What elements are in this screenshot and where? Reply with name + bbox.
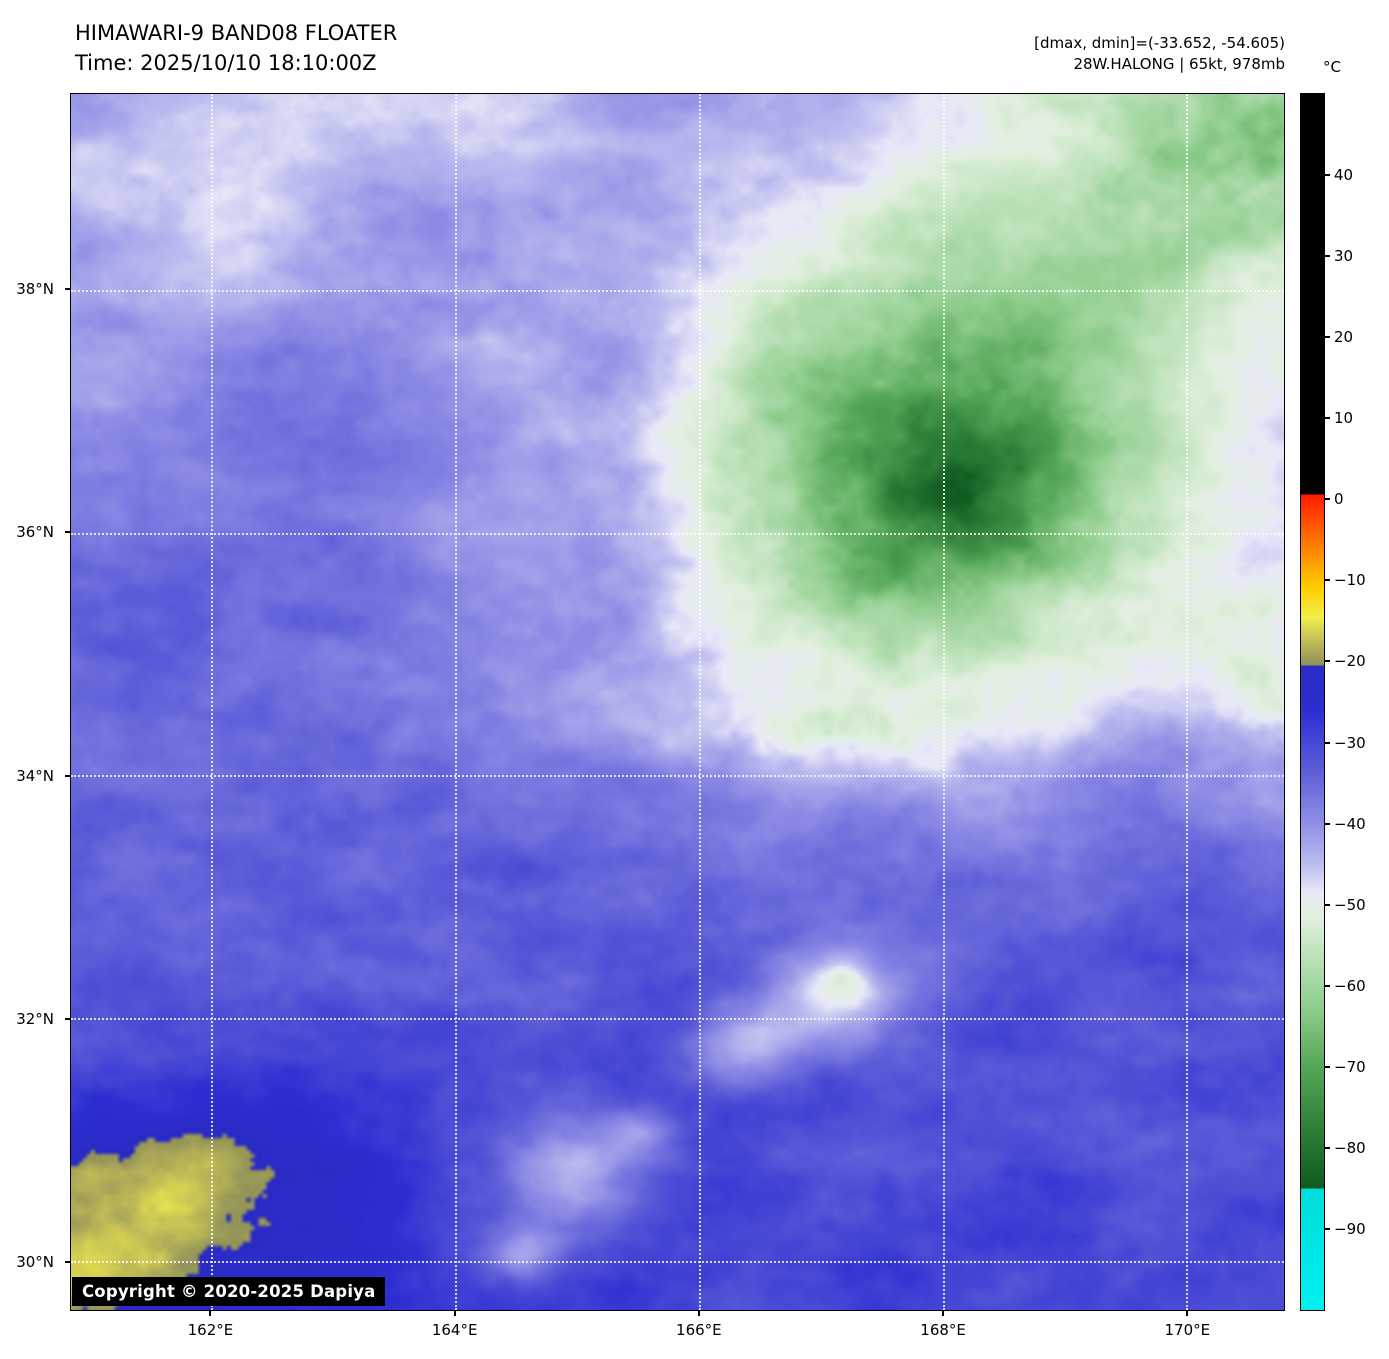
satellite-image-canvas: [71, 94, 1284, 1310]
x-tick-label: 170°E: [1164, 1321, 1211, 1339]
colorbar-tick: [1324, 1146, 1330, 1149]
colorbar-unit-label: °C: [1323, 58, 1341, 76]
colorbar-tick-label: −80: [1334, 1138, 1366, 1157]
colorbar-tick: [1324, 984, 1330, 987]
colorbar-tick-label: −90: [1334, 1219, 1366, 1238]
x-tick: [453, 1311, 456, 1316]
colorbar-tick: [1324, 741, 1330, 744]
y-tick-label: 34°N: [16, 766, 54, 785]
colorbar-tick-label: −10: [1334, 571, 1366, 590]
colorbar: 40 30 20 10 0 −10 −20 −30 −40 −50 −60 −70 −80 −90: [1300, 93, 1366, 1311]
y-tick: [65, 1017, 70, 1020]
y-tick-label: 32°N: [16, 1009, 54, 1028]
colorbar-tick: [1324, 1227, 1330, 1230]
colorbar-tick-label: −60: [1334, 976, 1366, 995]
x-tick: [209, 1311, 212, 1316]
colorbar-tick-label: 10: [1334, 409, 1354, 428]
colorbar-tick-label: 20: [1334, 328, 1354, 347]
colorbar-tick-label: −20: [1334, 652, 1366, 671]
colorbar-tick-label: −70: [1334, 1057, 1366, 1076]
colorbar-tick: [1324, 255, 1330, 258]
colorbar-tick-label: −30: [1334, 733, 1366, 752]
colorbar-tick: [1324, 174, 1330, 177]
map-plot: Copyright © 2020-2025 Dapiya: [70, 93, 1285, 1311]
x-tick-label: 162°E: [187, 1321, 234, 1339]
colorbar-tick: [1324, 822, 1330, 825]
colorbar-tick: [1324, 903, 1330, 906]
x-axis: 162°E 164°E 166°E 168°E 170°E: [0, 1311, 1389, 1356]
y-tick: [65, 1261, 70, 1264]
y-tick: [65, 774, 70, 777]
y-tick-label: 38°N: [16, 279, 54, 298]
colorbar-tick: [1324, 579, 1330, 582]
y-tick-label: 36°N: [16, 523, 54, 542]
x-tick: [1186, 1311, 1189, 1316]
figure-header: HIMAWARI-9 BAND08 FLOATER Time: 2025/10/…: [75, 18, 397, 78]
y-tick-label: 30°N: [16, 1253, 54, 1272]
figure-header-right: [dmax, dmin]=(-33.652, -54.605) 28W.HALO…: [1034, 33, 1285, 75]
y-axis: 38°N 36°N 34°N 32°N 30°N: [0, 93, 64, 1311]
colorbar-tick: [1324, 660, 1330, 663]
x-tick-label: 166°E: [676, 1321, 722, 1339]
x-tick: [942, 1311, 945, 1316]
colorbar-tick: [1324, 336, 1330, 339]
y-tick: [65, 531, 70, 534]
colorbar-tick-label: 0: [1334, 490, 1344, 509]
copyright-badge: Copyright © 2020-2025 Dapiya: [72, 1277, 386, 1306]
colorbar-tick: [1324, 498, 1330, 501]
colorbar-tick-label: −40: [1334, 814, 1366, 833]
figure-time: Time: 2025/10/10 18:10:00Z: [75, 51, 377, 75]
colorbar-tick-label: 40: [1334, 166, 1354, 185]
x-tick-label: 164°E: [431, 1321, 478, 1339]
colorbar-tick-label: 30: [1334, 247, 1354, 266]
range-info: [dmax, dmin]=(-33.652, -54.605): [1034, 34, 1285, 52]
x-tick-label: 168°E: [920, 1321, 966, 1339]
colorbar-tick-label: −50: [1334, 895, 1366, 914]
colorbar-tick: [1324, 417, 1330, 420]
x-tick: [697, 1311, 700, 1316]
figure-title: HIMAWARI-9 BAND08 FLOATER: [75, 21, 398, 45]
colorbar-tick: [1324, 1065, 1330, 1068]
storm-info: 28W.HALONG | 65kt, 978mb: [1073, 55, 1285, 73]
y-tick: [65, 287, 70, 290]
